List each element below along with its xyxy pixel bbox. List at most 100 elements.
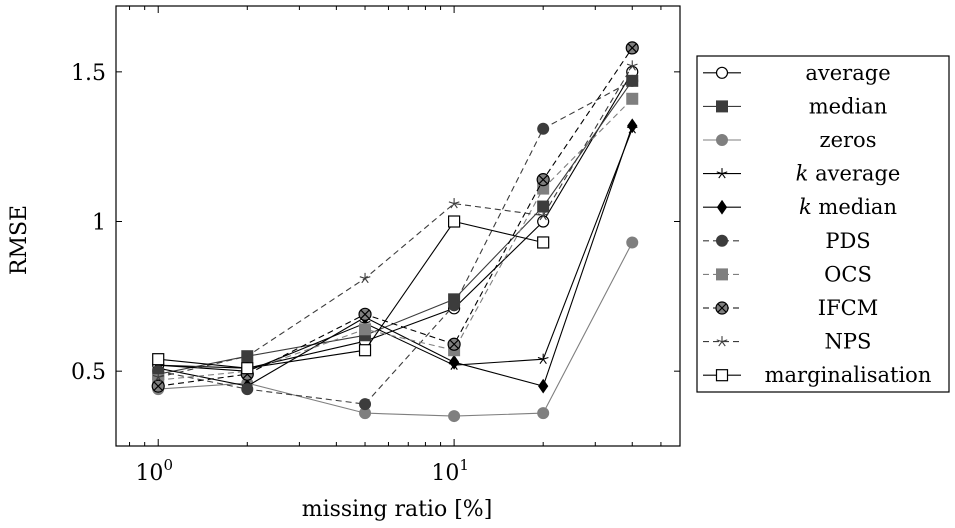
legend-marker-marginalisation xyxy=(715,369,729,382)
legend-marker-pds xyxy=(716,234,728,247)
series-line-k-average xyxy=(158,128,633,372)
legend-label-name: average xyxy=(805,61,890,85)
legend-box xyxy=(696,55,950,393)
y-tick-label: 1 xyxy=(92,211,106,236)
legend-marker-average xyxy=(715,66,729,79)
series-ifcm xyxy=(151,41,639,393)
data-point-marginalisation xyxy=(537,236,550,249)
legend-item-median: median xyxy=(703,94,887,118)
x-axis-title: missing ratio [%] xyxy=(302,497,493,522)
data-point-nps xyxy=(448,198,460,209)
data-point-pds xyxy=(241,383,254,396)
series-line-median xyxy=(158,80,633,375)
legend-label-nps: NPS xyxy=(825,330,872,354)
data-point-ifcm xyxy=(625,41,639,55)
plot-frame xyxy=(115,5,681,447)
legend-marker-ocs xyxy=(716,268,728,281)
legend-item-average: average xyxy=(703,61,891,85)
series-average xyxy=(152,65,639,375)
legend-marker-nps xyxy=(716,336,728,347)
legend-label-pds: PDS xyxy=(825,229,870,253)
legend-label-k-average: k average xyxy=(796,162,901,186)
legend-label-name: PDS xyxy=(825,229,870,253)
legend-label-prefix: k xyxy=(799,195,812,219)
series-line-pds xyxy=(158,80,633,405)
series-line-ifcm xyxy=(158,47,633,387)
legend-item-ocs: OCS xyxy=(703,262,872,286)
data-point-ocs xyxy=(359,323,372,336)
legend-item-k-average: k average xyxy=(703,162,900,186)
legend-marker-ifcm xyxy=(715,301,729,315)
data-point-average xyxy=(537,215,550,228)
data-point-zeros xyxy=(448,410,461,423)
series-line-zeros xyxy=(158,242,633,417)
legend-label-name: zeros xyxy=(820,128,877,152)
legend-label-prefix: k xyxy=(796,162,809,186)
data-point-pds xyxy=(537,122,550,135)
legend-label-name: marginalisation xyxy=(765,363,932,387)
data-point-marginalisation xyxy=(358,344,372,357)
series-line-nps xyxy=(158,65,633,378)
data-point-marginalisation xyxy=(448,215,461,228)
data-point-nps xyxy=(537,210,549,221)
legend-item-marginalisation: marginalisation xyxy=(703,363,931,387)
legend-label-average: average xyxy=(805,61,890,85)
series-k-median xyxy=(153,118,638,394)
legend-label-name: median xyxy=(809,94,888,118)
series-median xyxy=(152,74,639,381)
data-point-nps xyxy=(626,60,638,71)
series-line-k-median xyxy=(158,125,633,387)
legend-label-zeros: zeros xyxy=(820,128,877,152)
legend-label-k-median: k median xyxy=(799,195,897,219)
series-k-average xyxy=(152,123,638,376)
series-marginalisation xyxy=(152,215,550,375)
data-point-pds xyxy=(626,74,639,87)
data-point-zeros xyxy=(537,407,550,420)
legend-item-zeros: zeros xyxy=(703,128,876,152)
legend-item-nps: NPS xyxy=(703,330,871,354)
series-nps xyxy=(152,60,638,382)
x-tick-exponent: 0 xyxy=(163,456,173,474)
legend-label-name: NPS xyxy=(825,330,872,354)
data-point-k-median xyxy=(627,118,638,134)
legend-label-name: IFCM xyxy=(818,296,878,320)
legend-label-ocs: OCS xyxy=(824,262,872,286)
data-point-k-median xyxy=(448,354,460,370)
data-point-ifcm xyxy=(358,307,372,321)
y-tick-label: 0.5 xyxy=(71,360,106,385)
data-point-k-average xyxy=(537,353,549,364)
legend-marker-k-median xyxy=(716,199,728,215)
data-point-nps xyxy=(241,350,253,361)
data-point-zeros xyxy=(626,236,639,249)
y-axis-title: RMSE xyxy=(7,205,32,275)
data-point-nps xyxy=(152,371,164,382)
y-tick-label: 1.5 xyxy=(71,61,106,86)
data-point-pds xyxy=(359,398,372,411)
legend-label-ifcm: IFCM xyxy=(818,296,878,320)
legend-item-ifcm: IFCM xyxy=(703,296,878,320)
data-point-ifcm xyxy=(447,337,461,351)
legend-item-pds: PDS xyxy=(703,229,871,253)
data-point-marginalisation xyxy=(152,353,165,366)
legend-label-marginalisation: marginalisation xyxy=(765,363,932,387)
legend-label-name: median xyxy=(812,195,897,219)
legend-marker-median xyxy=(716,100,728,113)
x-tick-label: 101 xyxy=(431,456,469,486)
legend-marker-zeros xyxy=(716,134,728,146)
data-point-ifcm xyxy=(151,379,165,393)
x-tick-exponent: 1 xyxy=(459,456,469,474)
data-point-ifcm xyxy=(536,173,550,187)
legend-label-name: average xyxy=(808,162,900,186)
series-zeros xyxy=(152,236,639,423)
series-line-average xyxy=(158,71,633,369)
data-point-nps xyxy=(359,272,371,284)
series-line-ocs xyxy=(158,98,633,381)
data-point-k-median xyxy=(538,378,549,394)
series-pds xyxy=(152,74,639,411)
legend-marker-k-average xyxy=(716,168,728,179)
legend-label-median: median xyxy=(809,94,888,118)
data-point-marginalisation xyxy=(241,362,254,375)
x-tick-base: 10 xyxy=(135,461,163,486)
data-point-ocs xyxy=(626,92,639,105)
